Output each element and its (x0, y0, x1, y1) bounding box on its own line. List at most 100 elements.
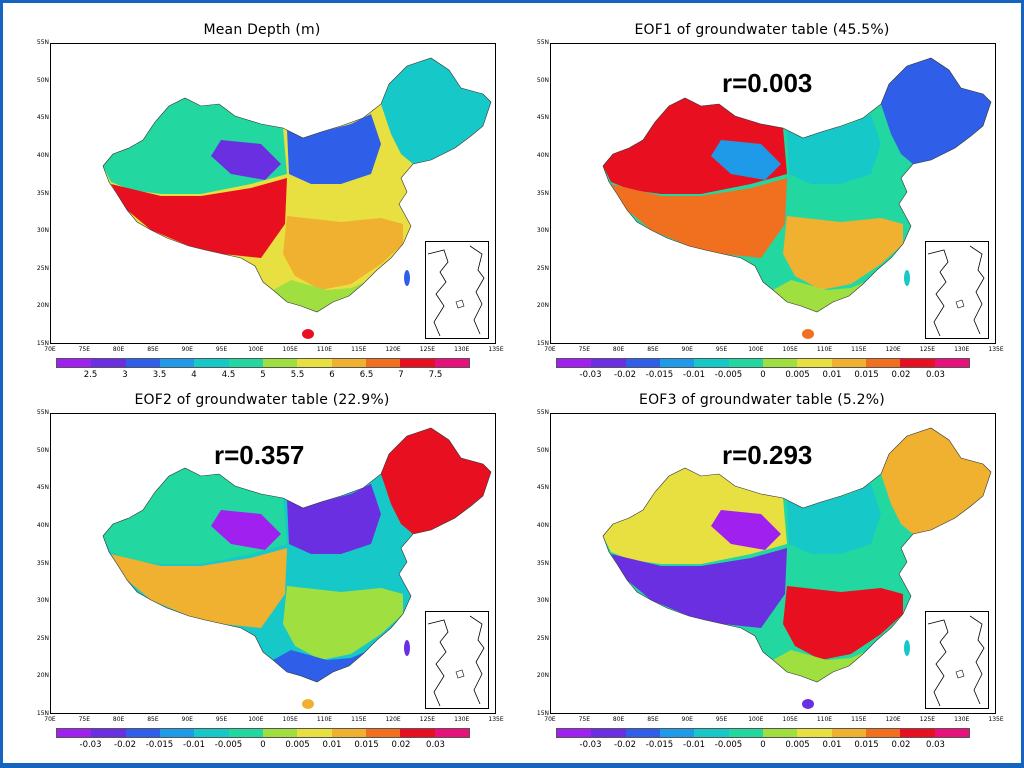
lat-tick-label: 30N (536, 597, 549, 605)
lon-tick-label: 125E (919, 346, 935, 353)
colorbar-tick-label: 4 (191, 370, 197, 380)
colorbar-tick-label: 0.015 (854, 740, 879, 750)
colorbar-segment (831, 729, 866, 737)
country-outline (602, 427, 992, 683)
taiwan-island (904, 270, 910, 286)
lon-tick-label: 120E (885, 716, 901, 723)
lon-tick-label: 115E (351, 346, 367, 353)
lat-tick-label: 50N (536, 76, 549, 84)
map-region-2 (787, 114, 881, 184)
map-region-3 (381, 58, 491, 164)
lon-tick-label: 90E (681, 346, 693, 353)
south-china-sea-inset (425, 241, 489, 339)
colorbar-tick-label: 0.03 (926, 740, 945, 750)
colorbar (56, 728, 470, 738)
inset-coastline (427, 245, 485, 337)
lat-tick-label: 20N (536, 302, 549, 310)
lon-tick-label: 125E (419, 716, 435, 723)
map-region-1 (111, 548, 287, 628)
map-plot-area (550, 413, 996, 714)
colorbar-tick-label: 0 (760, 370, 766, 380)
lon-tick-label: 135E (488, 346, 504, 353)
colorbar-segment (297, 359, 332, 367)
colorbar-segment (900, 359, 935, 367)
colorbar-segment (400, 359, 435, 367)
map-region-5 (283, 216, 403, 290)
lat-tick-label: 45N (36, 114, 49, 122)
colorbar-segment (831, 359, 866, 367)
lon-tick-label: 105E (282, 346, 298, 353)
lon-tick-label: 105E (782, 346, 798, 353)
map-region-2 (287, 484, 381, 554)
lat-tick-label: 20N (36, 302, 49, 310)
colorbar-tick-label: 3.5 (152, 370, 167, 380)
country-outline (602, 57, 992, 313)
map-region-2 (787, 484, 881, 554)
lon-tick-label: 110E (316, 346, 333, 353)
lon-tick-label: 110E (816, 716, 833, 723)
inset-coastline (427, 615, 485, 707)
lon-tick-label: 95E (715, 716, 728, 723)
south-china-sea-inset (925, 241, 989, 339)
lat-tick-label: 35N (536, 189, 549, 197)
colorbar-segment (659, 729, 695, 737)
colorbar-tick-label: 0.01 (822, 740, 842, 750)
lon-tick-label: 80E (612, 716, 625, 723)
colorbar-tick-label: 0.03 (426, 740, 445, 750)
colorbar-segment (331, 359, 366, 367)
colorbar-tick-label: 5.5 (290, 370, 305, 380)
map-plot-area (50, 413, 496, 714)
colorbar-segment (591, 729, 626, 737)
lat-tick-label: 50N (36, 76, 49, 84)
colorbar-segment (125, 359, 160, 367)
lon-tick-label: 90E (181, 716, 193, 723)
lon-tick-label: 115E (851, 346, 867, 353)
lon-tick-label: 105E (282, 716, 298, 723)
colorbar-tick-label: -0.01 (683, 370, 705, 380)
lat-tick-label: 50N (36, 446, 49, 454)
lon-tick-label: 75E (78, 346, 91, 353)
map-panel-eof2: EOF2 of groundwater table (22.9%) r=0.35… (22, 390, 504, 760)
panel-title: EOF3 of groundwater table (5.2%) (639, 392, 885, 408)
colorbar-segment (728, 729, 763, 737)
lat-tick-label: 25N (536, 634, 549, 642)
hainan-island (302, 699, 314, 709)
colorbar-segment (365, 359, 401, 367)
lon-tick-label: 90E (681, 716, 693, 723)
lon-tick-label: 95E (215, 346, 228, 353)
colorbar-segment (91, 359, 126, 367)
lon-tick-label: 100E (748, 346, 764, 353)
lon-tick-label: 125E (919, 716, 935, 723)
map-panel-eof1: EOF1 of groundwater table (45.5%) r=0.00… (522, 20, 1004, 390)
lon-tick-label: 100E (248, 716, 264, 723)
map-region-2 (287, 114, 381, 184)
lon-tick-label: 80E (612, 346, 625, 353)
colorbar-segment (762, 359, 798, 367)
lon-tick-label: 95E (215, 716, 228, 723)
hainan-island (802, 699, 814, 709)
colorbar-tick-label: 3 (122, 370, 128, 380)
lon-tick-label: 90E (181, 346, 193, 353)
south-china-sea-inset (925, 611, 989, 709)
lon-tick-label: 85E (147, 346, 159, 353)
colorbar-tick-label: 0.005 (285, 740, 310, 750)
lon-tick-label: 130E (454, 346, 470, 353)
taiwan-island (404, 640, 410, 656)
china-map-field (602, 427, 992, 709)
lon-tick-label: 135E (488, 716, 504, 723)
colorbar-tick-label: -0.005 (214, 740, 243, 750)
colorbar-segment (797, 359, 832, 367)
colorbar-tick-label: 0.005 (785, 740, 810, 750)
lon-tick-label: 120E (385, 346, 401, 353)
lon-tick-label: 80E (112, 716, 125, 723)
lon-tick-label: 105E (782, 716, 798, 723)
colorbar-segment (331, 729, 366, 737)
correlation-label: r=0.293 (722, 440, 813, 470)
colorbar-tick-label: -0.02 (614, 370, 636, 380)
country-outline (102, 427, 492, 683)
inset-coastline (927, 245, 985, 337)
lat-tick-label: 30N (36, 227, 49, 235)
map-region-1 (611, 548, 787, 628)
china-map-field (602, 57, 992, 339)
colorbar-tick-label: -0.02 (614, 740, 636, 750)
